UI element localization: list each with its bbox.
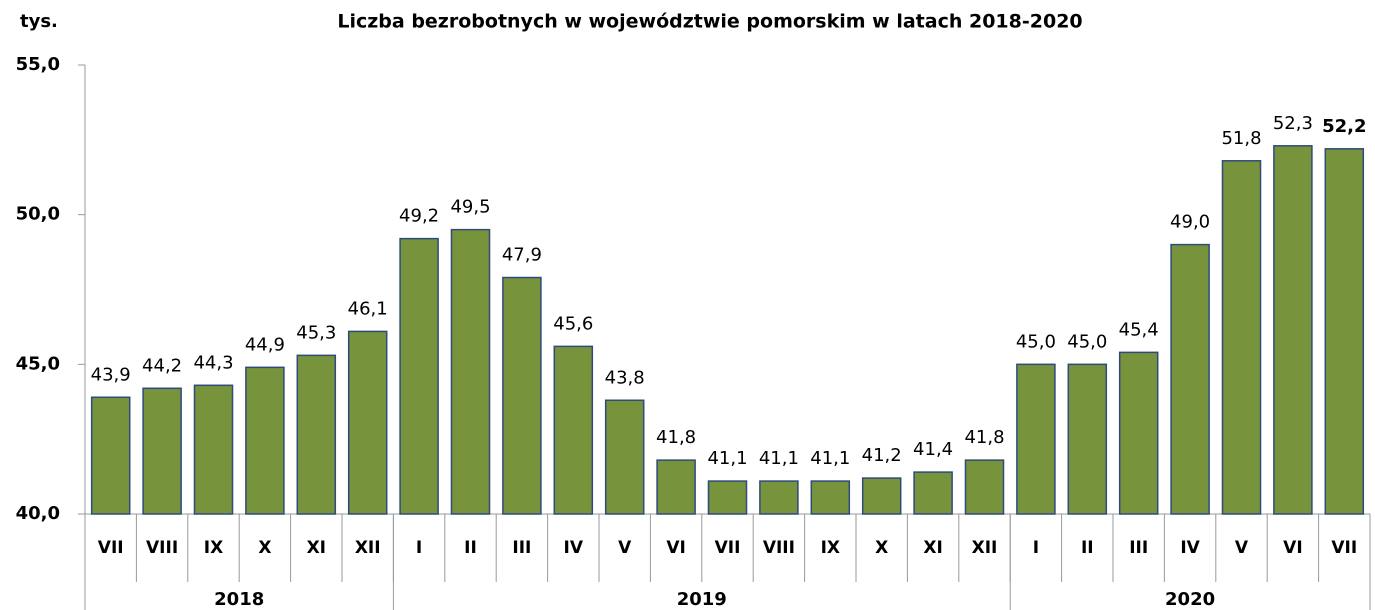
value-label: 43,9 [91,364,131,385]
bar [553,345,594,515]
group-label: 2019 [677,589,727,610]
value-label: 45,4 [1119,319,1159,340]
bar [1221,160,1262,515]
bar [1273,145,1313,515]
group-label: 2020 [1165,589,1215,610]
value-label: 49,2 [399,206,439,227]
value-label: 49,0 [1170,212,1210,233]
value-label: 44,9 [245,334,285,355]
x-tick-label: X [875,538,888,558]
bar [245,366,285,515]
x-tick-label: XI [307,538,326,558]
x-tick-label: XII [972,538,998,558]
bar [759,480,799,515]
value-label: 44,3 [193,352,233,373]
y-tick-label: 55,0 [16,54,60,75]
bar [399,237,439,515]
bar [193,384,234,515]
value-label: 52,3 [1273,113,1313,134]
x-tick-label: I [1033,538,1039,558]
group-label: 2018 [214,589,264,610]
chart-title: Liczba bezrobotnych w województwie pomor… [337,11,1082,33]
x-tick-label: II [464,538,477,558]
value-label: 49,5 [450,197,490,218]
value-label: 41,1 [759,448,799,469]
bar [142,387,182,515]
bar [90,396,131,515]
x-tick-label: IV [1180,538,1200,558]
y-tick-label: 40,0 [16,503,60,524]
value-label: 47,9 [502,245,542,266]
x-tick-label: IX [204,538,223,558]
x-tick-label: XI [923,538,942,558]
x-tick-label: VII [98,538,124,558]
bar [913,471,953,515]
value-label: 41,2 [862,445,902,466]
bar [656,459,696,515]
bar [1016,363,1056,515]
x-tick-label: VI [1283,538,1302,558]
bar [502,276,542,515]
x-tick-label: I [416,538,422,558]
bar [347,330,388,515]
value-label: 41,1 [707,448,747,469]
bar [861,477,902,515]
bar [450,228,491,515]
x-tick-label: IV [564,538,584,558]
x-tick-label: VIII [763,538,795,558]
x-tick-label: VII [1331,538,1357,558]
x-tick-label: V [618,538,632,558]
x-tick-label: V [1235,538,1249,558]
value-label: 45,0 [1067,331,1107,352]
x-tick-label: III [1129,538,1148,558]
y-tick-label: 50,0 [16,204,60,225]
value-label: 45,3 [296,322,336,343]
value-label: 45,6 [553,313,593,334]
bar [1067,363,1108,515]
bar [707,480,748,515]
value-label: 46,1 [348,298,388,319]
x-tick-label: VIII [146,538,178,558]
x-tick-label: III [512,538,531,558]
value-label: 44,2 [142,355,182,376]
bar [296,354,337,515]
x-tick-label: VII [715,538,741,558]
value-label: 41,8 [964,427,1004,448]
x-tick-label: XII [355,538,381,558]
x-tick-label: X [258,538,271,558]
x-tick-label: II [1081,538,1094,558]
bar [1170,243,1210,515]
value-label: 41,4 [913,439,953,460]
bar [604,399,645,515]
x-tick-label: IX [821,538,840,558]
bar [810,480,851,515]
y-axis-unit: tys. [20,11,58,32]
value-label: 45,0 [1016,331,1056,352]
bar [964,459,1005,515]
x-tick-label: VI [666,538,685,558]
value-label: 51,8 [1221,128,1261,149]
bar [1324,148,1365,515]
y-tick-label: 45,0 [16,353,60,374]
value-label: 41,8 [656,427,696,448]
value-label: 52,2 [1322,116,1366,137]
value-label: 43,8 [605,367,645,388]
bar [1118,351,1159,515]
value-label: 41,1 [810,448,850,469]
